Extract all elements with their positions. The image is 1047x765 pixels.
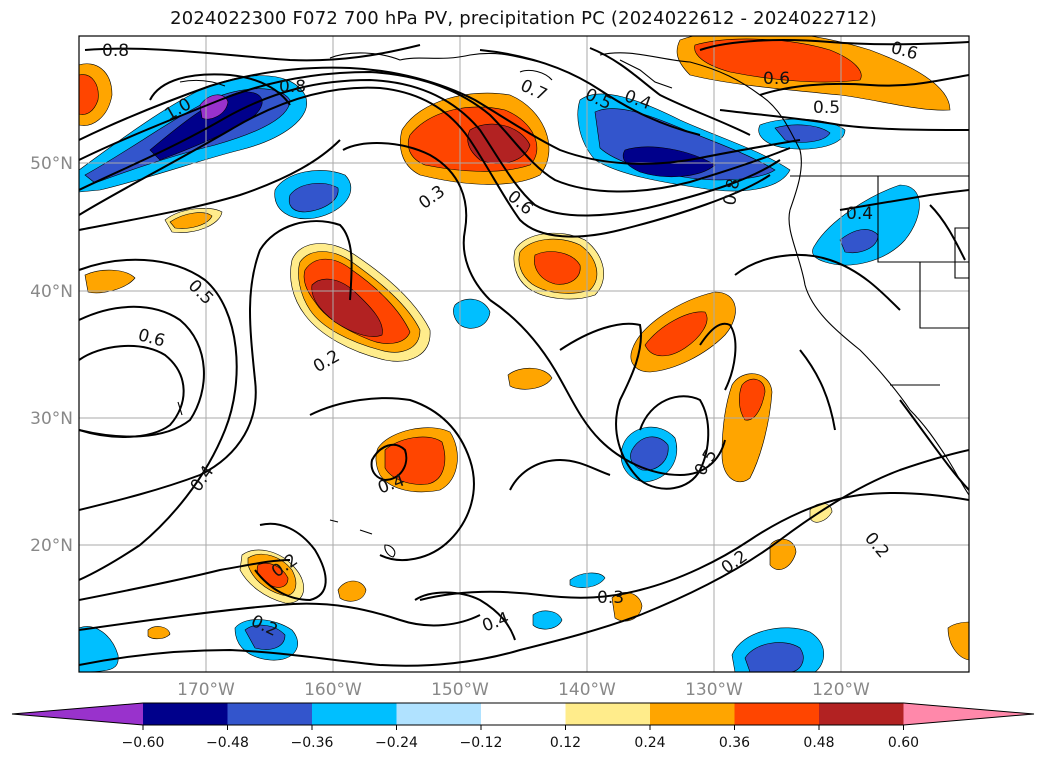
map-frame	[78, 35, 970, 673]
colorbar-tick-label: 0.60	[888, 735, 919, 751]
colorbar-tick-label: −0.24	[375, 735, 418, 751]
colorbar-segment	[650, 703, 735, 725]
contour-label: 0.8	[102, 41, 129, 61]
colorbar-ticks: −0.60 −0.48 −0.36 −0.24 −0.12 0.12 0.24 0.36 0.4…	[122, 725, 919, 751]
colorbar-segment	[143, 703, 228, 725]
longitude-label: 170°W	[177, 680, 235, 700]
longitude-axis: 170°W 160°W 150°W 140°W 130°W 120°W	[177, 680, 870, 700]
colorbar-tick-label: 0.48	[803, 735, 834, 751]
latitude-label: 40°N	[30, 282, 73, 302]
colorbar-segment	[227, 703, 313, 725]
contour-label: 0.8	[720, 177, 744, 207]
longitude-label: 150°W	[431, 680, 489, 700]
latitude-axis: 50°N 40°N 30°N 20°N	[30, 154, 73, 556]
figure-title: 2024022300 F072 700 hPa PV, precipitatio…	[170, 8, 877, 29]
latitude-label: 30°N	[30, 409, 73, 429]
longitude-label: 160°W	[304, 680, 362, 700]
longitude-label: 120°W	[812, 680, 870, 700]
colorbar-segment	[312, 703, 397, 725]
colorbar-segment	[734, 703, 820, 725]
colorbar-segments	[11, 702, 1035, 726]
contour-label: 0.8	[279, 77, 306, 97]
colorbar-tick-label: 0.24	[634, 735, 665, 751]
colorbar-tick-label: 0.12	[550, 735, 581, 751]
colorbar-segment	[481, 703, 566, 725]
gridlines	[79, 36, 969, 672]
contour-label: 0.5	[813, 98, 840, 118]
colorbar-tick-label: −0.60	[122, 735, 165, 751]
longitude-label: 130°W	[685, 680, 743, 700]
colorbar-extend-min	[12, 703, 143, 725]
pv-contours	[79, 39, 969, 667]
colorbar-tick-label: −0.12	[460, 735, 503, 751]
map-panel: 0.8 1.0 0.8 0.7 0.5 0.4 0.6 0.6 0.5 0.3 …	[79, 36, 969, 672]
colorbar: −0.60 −0.48 −0.36 −0.24 −0.12 0.12 0.24 0.36 0.4…	[11, 702, 1035, 751]
latitude-label: 50°N	[30, 154, 73, 174]
latitude-label: 20°N	[30, 536, 73, 556]
colorbar-segment	[819, 703, 904, 725]
colorbar-tick-label: 0.36	[719, 735, 750, 751]
contour-label: 0.3	[597, 588, 624, 608]
contour-label: 0.6	[763, 69, 790, 89]
colorbar-tick-label: −0.48	[206, 735, 249, 751]
colorbar-segment	[396, 703, 482, 725]
colorbar-segment	[565, 703, 651, 725]
colorbar-tick-label: −0.36	[291, 735, 334, 751]
colorbar-extend-max	[903, 703, 1034, 725]
longitude-label: 140°W	[558, 680, 616, 700]
contour-label: 0.4	[846, 204, 873, 224]
